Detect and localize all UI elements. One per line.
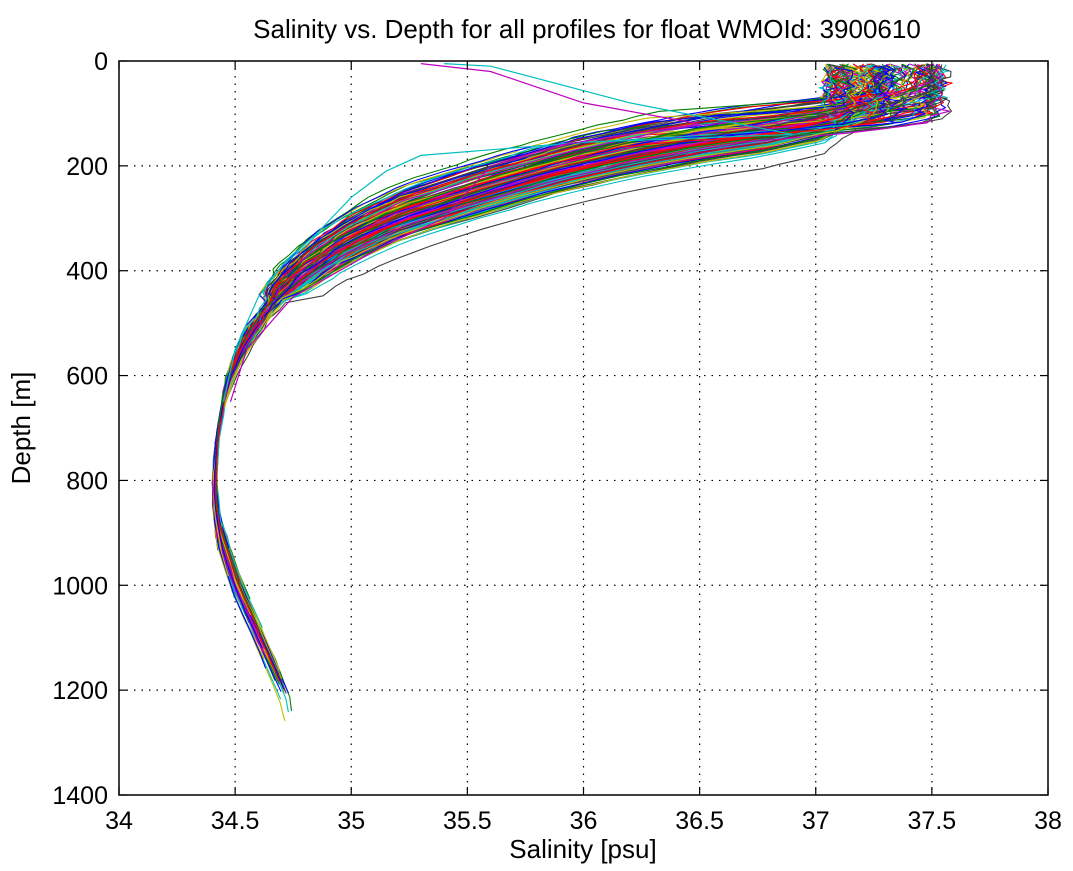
profiles-layer (211, 63, 953, 722)
salinity-profile-line (223, 63, 871, 401)
x-tick-label: 38 (1034, 807, 1062, 835)
x-tick-label: 36.5 (675, 807, 724, 835)
x-tick-label: 37 (802, 807, 830, 835)
y-tick-label: 800 (66, 467, 108, 495)
chart-title: Salinity vs. Depth for all profiles for … (253, 14, 921, 44)
salinity-profile-line (215, 66, 875, 682)
ticks-layer: 34 34.5 35 35.5 36 36.5 37 37.5 38 0 200 400 600 800 1… (52, 48, 1062, 835)
x-tick-label: 34 (105, 807, 133, 835)
salinity-profile-line (213, 66, 881, 577)
salinity-profile-line (216, 64, 879, 629)
y-tick-label: 0 (94, 48, 108, 76)
salinity-profile-line-outlier (229, 63, 700, 402)
y-tick-label: 400 (66, 258, 108, 286)
y-tick-label: 1400 (52, 782, 108, 810)
x-tick-label: 36 (570, 807, 598, 835)
y-tick-label: 1000 (52, 572, 108, 600)
x-tick-label: 35 (337, 807, 365, 835)
salinity-profile-line (215, 65, 951, 563)
x-axis-title: Salinity [psu] (509, 834, 656, 864)
salinity-profile-line-outlier (222, 63, 793, 402)
x-tick-label: 37.5 (908, 807, 957, 835)
y-tick-label: 600 (66, 363, 108, 391)
salinity-profile-line (216, 64, 854, 624)
y-tick-label: 200 (66, 153, 108, 181)
y-tick-label: 1200 (52, 677, 108, 705)
x-tick-label: 35.5 (443, 807, 492, 835)
x-tick-label: 34.5 (211, 807, 260, 835)
y-axis-title: Depth [m] (6, 372, 36, 485)
salinity-profile-line (211, 67, 862, 722)
